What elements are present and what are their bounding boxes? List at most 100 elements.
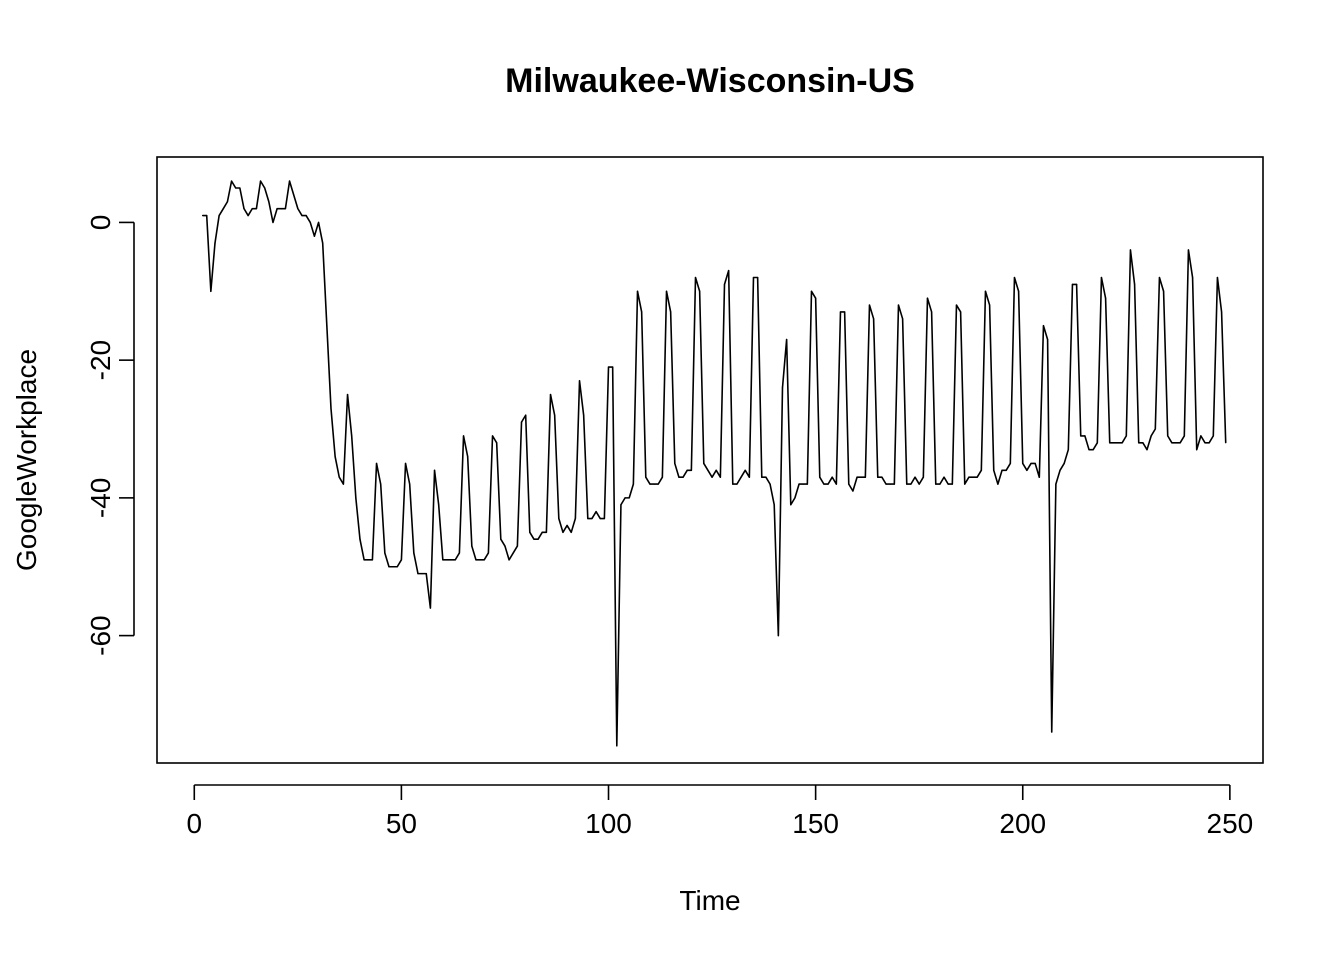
data-point [914,476,916,478]
data-point [947,483,949,485]
data-point [715,469,717,471]
data-point [757,276,759,279]
data-point [1208,442,1210,444]
data-point [728,270,730,272]
data-point [844,311,846,313]
data-point [409,483,411,485]
data-point [1063,462,1065,465]
data-point [1051,731,1053,733]
data-point [235,187,237,189]
data-points [201,180,1227,747]
data-point [678,476,680,478]
series-line [202,180,1227,747]
data-point [276,208,278,210]
data-point [380,483,382,485]
data-point [748,476,750,478]
data-point [566,524,568,527]
data-point [711,476,713,478]
data-point [384,552,386,554]
data-point [1076,283,1078,285]
data-point [976,476,978,478]
data-point [769,483,771,485]
data-point [1030,462,1032,465]
data-point [699,290,701,292]
data-point [752,276,755,279]
data-point [450,559,452,561]
data-point [607,366,610,368]
x-axis: 0 50 100 150 200 250 [186,784,1253,839]
data-point [781,387,784,389]
data-point [802,483,804,485]
data-point [504,545,506,547]
data-point [806,483,808,485]
data-point [997,483,999,485]
data-point [794,497,796,499]
data-point [1220,311,1223,313]
data-point [951,483,953,485]
data-point [918,483,920,485]
data-point [732,483,734,485]
data-point [284,208,287,210]
data-point [226,201,229,203]
data-point [322,242,324,244]
data-point [694,276,697,279]
x-tick-label: 0 [186,808,202,839]
data-point [496,442,498,444]
data-point [856,476,858,478]
data-point [595,511,597,513]
data-point [1212,435,1214,437]
data-point [1117,442,1119,444]
data-point [1013,276,1016,279]
data-point [1154,428,1156,430]
data-point [508,559,510,561]
data-point [719,476,721,478]
data-point [1150,435,1152,437]
data-point [831,476,833,478]
data-point [251,208,253,210]
data-point [922,476,924,478]
data-point [984,290,987,292]
data-point [392,566,394,568]
data-point [960,311,962,313]
data-point [931,311,933,313]
data-point [603,517,605,520]
data-point [885,483,887,485]
data-point [367,559,369,561]
data-point [893,483,895,485]
data-point [259,180,262,182]
data-point [330,407,332,409]
data-point [1138,442,1140,444]
data-point [255,208,258,210]
data-point [1113,442,1115,444]
data-point [458,552,460,554]
data-point [400,559,402,561]
y-axis: 0 -20 -40 -60 [85,215,135,656]
data-point [487,552,489,554]
data-point [810,290,813,292]
data-point [1109,442,1111,444]
data-point [1129,249,1132,251]
data-point [819,476,821,478]
data-point [288,180,291,182]
data-point [404,462,407,465]
data-point [1171,442,1173,444]
data-point [483,559,485,561]
data-point [558,517,560,520]
data-point [1104,297,1107,299]
data-point [545,531,547,533]
data-point [852,490,854,492]
data-point [636,290,639,292]
data-point [425,573,427,575]
data-point [562,531,564,533]
data-point [690,469,692,471]
data-point [574,517,576,520]
data-point [1022,462,1024,465]
data-point [326,325,328,327]
data-point [1158,276,1161,279]
data-point [479,559,481,561]
data-point [926,297,929,299]
data-point [346,393,349,396]
data-point [815,297,817,299]
data-point [906,483,908,485]
data-point [1038,476,1040,478]
